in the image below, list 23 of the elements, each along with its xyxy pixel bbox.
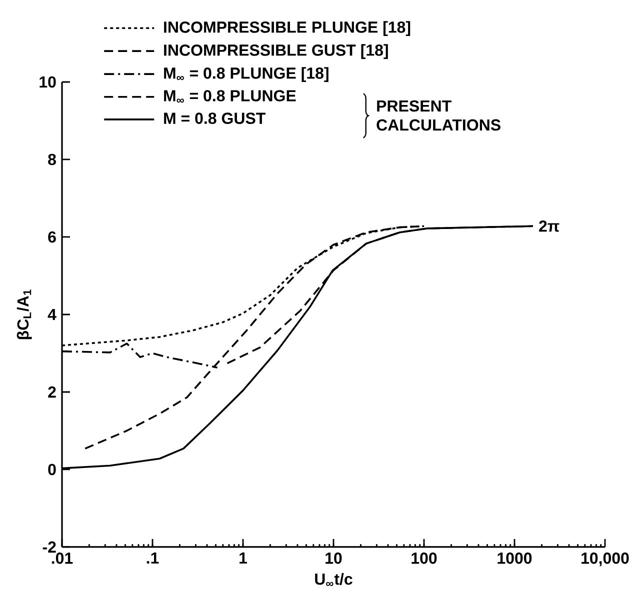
y-tick-label: 6	[48, 231, 56, 243]
legend-label: INCOMPRESSIBLE PLUNGE [18]	[164, 21, 410, 36]
y-tick-label: 8	[48, 154, 56, 166]
legend-label: M$_{∞}$ = 0.8 PLUNGE	[164, 90, 296, 103]
legend-label: M$_{∞}$ = 0.8 PLUNGE [18]	[164, 67, 328, 82]
legend-label: M = 0.8 GUST	[164, 112, 266, 124]
x-tick-label: 1000	[498, 552, 532, 564]
y-tick-label: 10	[40, 76, 56, 88]
y-tick-label: 4	[48, 308, 56, 320]
y-axis-title: βC$_{L}$/A$_{1}$	[16, 290, 32, 340]
y-tick-label: 2	[48, 386, 56, 398]
annotation: PRESENT CALCULATIONS	[376, 100, 500, 131]
x-tick-label: 10	[326, 552, 342, 564]
annotation: 2π	[539, 220, 560, 232]
legend-label: INCOMPRESSIBLE GUST [18]	[164, 44, 388, 60]
y-tick-label: 0	[48, 464, 56, 476]
x-tick-label: .1	[146, 552, 159, 564]
x-tick-label: 1	[240, 552, 248, 564]
x-tick-label: .01	[52, 552, 73, 564]
y-tick-label: -2	[42, 541, 56, 553]
x-tick-label: 10,000	[582, 552, 629, 566]
x-axis-title: U$_{∞}$t/c	[315, 573, 352, 586]
x-tick-label: 100	[412, 552, 437, 564]
